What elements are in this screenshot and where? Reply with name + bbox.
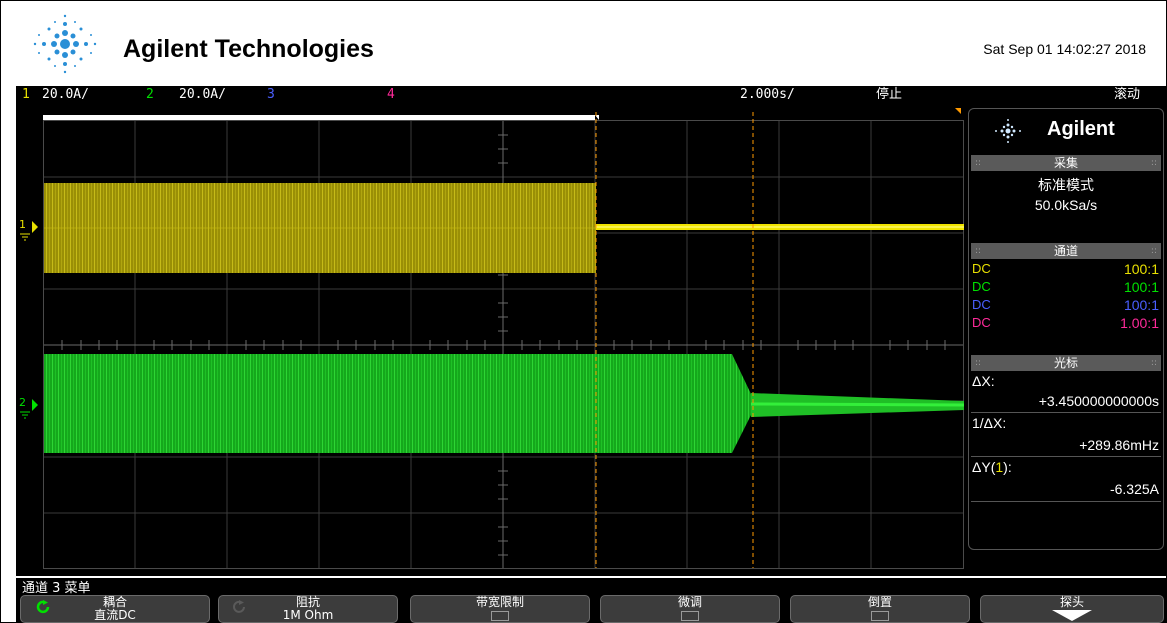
probe-softkey[interactable]: 探头 bbox=[980, 595, 1164, 623]
acquire-section-header[interactable]: :: 采集:: bbox=[971, 155, 1161, 171]
down-arrow-icon bbox=[1052, 610, 1092, 621]
ch4-probe: 1.00:1 bbox=[1120, 315, 1159, 331]
inv-delta-x-value: +289.86mHz bbox=[1079, 437, 1159, 453]
bw-limit-softkey[interactable]: 带宽限制 bbox=[410, 595, 590, 623]
trigger-position-marker bbox=[595, 115, 599, 120]
fine-checkbox[interactable] bbox=[681, 611, 699, 621]
ch1-marker[interactable]: 1 bbox=[19, 218, 38, 241]
run-state[interactable]: 停止 bbox=[876, 87, 903, 102]
invert-label: 倒置 bbox=[867, 595, 892, 609]
ch3-coupling: DC bbox=[972, 297, 991, 312]
coupling-value: 直流DC bbox=[94, 608, 136, 622]
rightedge-marker bbox=[955, 108, 961, 114]
datetime-stamp: Sat Sep 01 14:02:27 2018 bbox=[983, 41, 1146, 57]
impedance-value: 1M Ohm bbox=[282, 608, 334, 622]
panel-brand: Agilent bbox=[969, 109, 1163, 151]
delta-x-label: ΔX: bbox=[972, 373, 995, 389]
ch4-number[interactable]: 4 bbox=[387, 87, 395, 102]
impedance-softkey[interactable]: 阻抗 1M Ohm bbox=[218, 595, 398, 623]
coupling-softkey[interactable]: 耦合 直流DC bbox=[20, 595, 210, 623]
status-bar: 1 20.0A/ 2 20.0A/ 3 4 2.000s/ 停止 滚动 bbox=[16, 86, 1166, 104]
delta-y-label: ΔY(1): bbox=[972, 459, 1012, 475]
scope-graticule: 1 2 bbox=[19, 108, 965, 569]
bw-limit-label: 带宽限制 bbox=[475, 595, 524, 609]
invert-softkey[interactable]: 倒置 bbox=[790, 595, 970, 623]
ch1-coupling: DC bbox=[972, 261, 991, 276]
rotate-arrow-icon bbox=[233, 600, 245, 613]
sample-rate: 50.0kSa/s bbox=[1034, 197, 1098, 213]
rotate-arrow-icon bbox=[36, 600, 50, 614]
probe-label: 探头 bbox=[1059, 595, 1084, 609]
info-panel: Agilent :: 采集:: 标准模式 50.0kSa/s :: 通道:: DC … bbox=[968, 108, 1164, 550]
ch3-number[interactable]: 3 bbox=[267, 87, 275, 102]
mode-label[interactable]: 滚动 bbox=[1114, 87, 1141, 102]
coupling-label: 耦合 bbox=[102, 595, 127, 609]
ch1-probe: 100:1 bbox=[1123, 261, 1159, 277]
delta-y-value: -6.325A bbox=[1109, 481, 1159, 497]
inv-delta-x-label: 1/ΔX: bbox=[972, 415, 1007, 431]
panel-brand-name: Agilent bbox=[1047, 118, 1115, 140]
delta-x-value: +3.450000000000s bbox=[1038, 393, 1159, 409]
impedance-label: 阻抗 bbox=[295, 595, 320, 609]
ch4-coupling: DC bbox=[972, 315, 991, 330]
header-bar: Agilent Technologies Sat Sep 01 14:02:27… bbox=[1, 1, 1166, 85]
softkey-menu: 通道 3 菜单 耦合 直流DC 阻抗 1M Ohm 带宽限制 微调 倒置 探头 bbox=[16, 578, 1166, 623]
fine-label: 微调 bbox=[677, 595, 702, 609]
ch1-scale[interactable]: 20.0A/ bbox=[42, 87, 89, 102]
ch3-probe: 100:1 bbox=[1123, 297, 1159, 313]
menu-title: 通道 3 菜单 bbox=[22, 581, 91, 596]
ch2-marker[interactable]: 2 bbox=[19, 396, 38, 419]
ch1-trace bbox=[44, 183, 964, 273]
fine-softkey[interactable]: 微调 bbox=[600, 595, 780, 623]
timebase-value[interactable]: 2.000s/ bbox=[740, 87, 795, 102]
ch2-probe: 100:1 bbox=[1123, 279, 1159, 295]
ch2-number[interactable]: 2 bbox=[146, 87, 154, 102]
acquire-mode: 标准模式 bbox=[1038, 177, 1094, 193]
agilent-spark-icon bbox=[33, 14, 97, 74]
invert-checkbox[interactable] bbox=[871, 611, 889, 621]
ch2-scale[interactable]: 20.0A/ bbox=[179, 87, 226, 102]
ch2-trace bbox=[44, 354, 965, 453]
memory-bar bbox=[43, 115, 595, 120]
ch1-number[interactable]: 1 bbox=[22, 87, 30, 102]
ch1-marker-label: 1 bbox=[19, 218, 26, 231]
brand-title: Agilent Technologies bbox=[123, 35, 374, 63]
agilent-spark-icon bbox=[995, 119, 1021, 143]
cursors-section-header[interactable]: :: 光标:: bbox=[971, 355, 1161, 371]
channels-section-header[interactable]: :: 通道:: bbox=[971, 243, 1161, 259]
ch2-marker-label: 2 bbox=[19, 396, 26, 409]
bw-limit-checkbox[interactable] bbox=[491, 611, 509, 621]
ch2-coupling: DC bbox=[972, 279, 991, 294]
